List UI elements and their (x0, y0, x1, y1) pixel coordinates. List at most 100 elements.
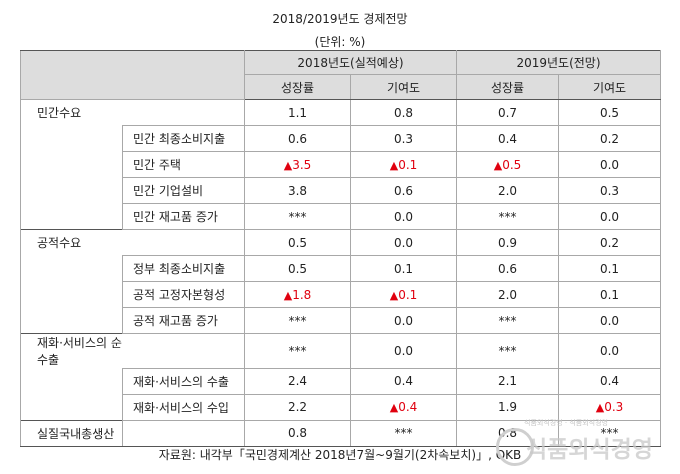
value-text: 3.5 (292, 157, 312, 172)
value-cell: ▲0.1 (350, 281, 457, 308)
table-row: 민간 재고품 증가 *** 0.0 *** 0.0 (20, 203, 662, 230)
value-cell: 0.1 (557, 255, 662, 282)
value-cell: 0.0 (557, 203, 662, 230)
table-row: 재화·서비스의 수출 2.4 0.4 2.1 0.4 (20, 367, 662, 395)
row-label: 재화·서비스의 수출 (122, 367, 245, 395)
row-label: 공적 고정자본형성 (122, 281, 245, 308)
value-cell: ▲0.3 (557, 393, 662, 421)
negative-triangle-icon: ▲ (283, 288, 293, 302)
table-row: 정부 최종소비지출 0.5 0.1 0.6 0.1 (20, 255, 662, 282)
value-cell: 0.0 (350, 229, 457, 256)
row-label: 민간 최종소비지출 (122, 125, 245, 152)
value-cell: 0.0 (557, 333, 662, 369)
value-text: 0.5 (502, 157, 522, 172)
row-label-spacer (122, 229, 245, 256)
row-label: 실질국내총생산 (20, 419, 123, 447)
row-label-spacer (122, 333, 245, 368)
value-cell: 0.3 (557, 177, 662, 204)
value-text: 0.1 (398, 287, 418, 302)
negative-triangle-icon: ▲ (389, 158, 399, 172)
value-cell: 0.8 (350, 99, 457, 126)
header-contribution-2018: 기여도 (350, 74, 457, 100)
value-cell: *** (456, 333, 559, 369)
indent-cell (20, 203, 123, 230)
value-cell: 0.0 (557, 307, 662, 334)
indent-cell (20, 255, 123, 282)
table-row: 민간 주택 ▲3.5 ▲0.1 ▲0.5 0.0 (20, 151, 662, 178)
value-cell: 0.0 (350, 307, 457, 334)
value-cell: 0.5 (244, 229, 351, 256)
value-cell: ▲0.4 (350, 393, 457, 421)
negative-triangle-icon: ▲ (283, 158, 293, 172)
value-cell: ▲3.5 (244, 151, 351, 178)
table-row: 재화·서비스의 순수출 *** 0.0 *** 0.0 (20, 333, 662, 369)
row-label: 민간 주택 (122, 151, 245, 178)
value-cell: 0.0 (350, 333, 457, 369)
value-cell: 0.5 (557, 99, 662, 126)
row-label: 민간 재고품 증가 (122, 203, 245, 230)
table-row: 재화·서비스의 수입 2.2 ▲0.4 1.9 ▲0.3 (20, 393, 662, 421)
value-cell: 0.0 (557, 151, 662, 178)
row-label: 민간 기업설비 (122, 177, 245, 204)
table-row: 민간 기업설비 3.8 0.6 2.0 0.3 (20, 177, 662, 204)
value-cell: 0.9 (456, 229, 559, 256)
row-label-spacer (122, 419, 245, 447)
value-cell: *** (350, 419, 457, 447)
value-cell: ▲0.1 (350, 151, 457, 178)
indent-cell (20, 151, 123, 178)
negative-triangle-icon: ▲ (389, 288, 399, 302)
value-cell: *** (456, 203, 559, 230)
negative-triangle-icon: ▲ (595, 401, 605, 414)
indent-cell (20, 394, 123, 420)
header-row-metric: 성장률 기여도 성장률 기여도 (21, 74, 662, 100)
unit-label: (단위: %) (314, 35, 366, 49)
value-cell: 0.4 (456, 125, 559, 152)
value-cell: *** (244, 307, 351, 334)
value-cell: 0.3 (350, 125, 457, 152)
header-corner (20, 50, 245, 100)
value-cell: 0.6 (456, 255, 559, 282)
value-cell: 0.1 (350, 255, 457, 282)
value-cell: 2.0 (456, 281, 559, 308)
value-cell: 0.0 (350, 203, 457, 230)
table-row: 민간 최종소비지출 0.6 0.3 0.4 0.2 (20, 125, 662, 152)
value-cell: 0.6 (244, 125, 351, 152)
value-cell: 0.8 (456, 419, 559, 447)
row-label: 민간수요 (20, 99, 123, 126)
header-2018: 2018년도(실적예상) (244, 50, 457, 75)
value-cell: *** (456, 307, 559, 334)
value-cell: 2.2 (244, 393, 351, 421)
indent-cell (20, 307, 123, 334)
forecast-table: 2018년도(실적예상) 2019년도(전망) 성장률 기여도 성장률 기여도 … (20, 50, 662, 447)
value-cell: 2.1 (456, 367, 559, 395)
value-cell: 2.4 (244, 367, 351, 395)
value-cell: 1.1 (244, 99, 351, 126)
header-contribution-2019: 기여도 (557, 74, 662, 100)
table-row: 공적 고정자본형성 ▲1.8 ▲0.1 2.0 0.1 (20, 281, 662, 308)
header-row-period: 2018년도(실적예상) 2019년도(전망) (20, 50, 662, 100)
value-cell: 2.0 (456, 177, 559, 204)
row-label: 재화·서비스의 순수출 (20, 333, 123, 368)
value-text: 0.3 (604, 400, 624, 414)
indent-cell (20, 281, 123, 308)
table-row: 공적 재고품 증가 *** 0.0 *** 0.0 (20, 307, 662, 334)
value-cell: *** (244, 333, 351, 369)
row-label: 재화·서비스의 수입 (122, 393, 245, 421)
value-text: 1.8 (292, 287, 312, 302)
table-row: 민간수요 1.1 0.8 0.7 0.5 (20, 99, 662, 126)
source-note: 자료원: 내각부「국민경제계산 2018년7월~9월기(2차속보치)」, OKB (158, 448, 522, 462)
value-cell: ▲0.5 (456, 151, 559, 178)
row-label: 공적 재고품 증가 (122, 307, 245, 334)
row-label: 공적수요 (20, 229, 123, 256)
value-text: 0.4 (398, 400, 418, 414)
value-text: 0.1 (398, 157, 418, 172)
value-cell: 0.7 (456, 99, 559, 126)
value-cell: 0.4 (350, 367, 457, 395)
negative-triangle-icon: ▲ (389, 401, 399, 414)
table-row: 실질국내총생산 0.8 *** 0.8 *** (20, 419, 662, 447)
page-title: 2018/2019년도 경제전망 (272, 12, 408, 26)
header-2019: 2019년도(전망) (455, 50, 662, 75)
row-label: 정부 최종소비지출 (122, 255, 245, 282)
value-cell: ▲1.8 (244, 281, 351, 308)
negative-triangle-icon: ▲ (493, 158, 503, 172)
